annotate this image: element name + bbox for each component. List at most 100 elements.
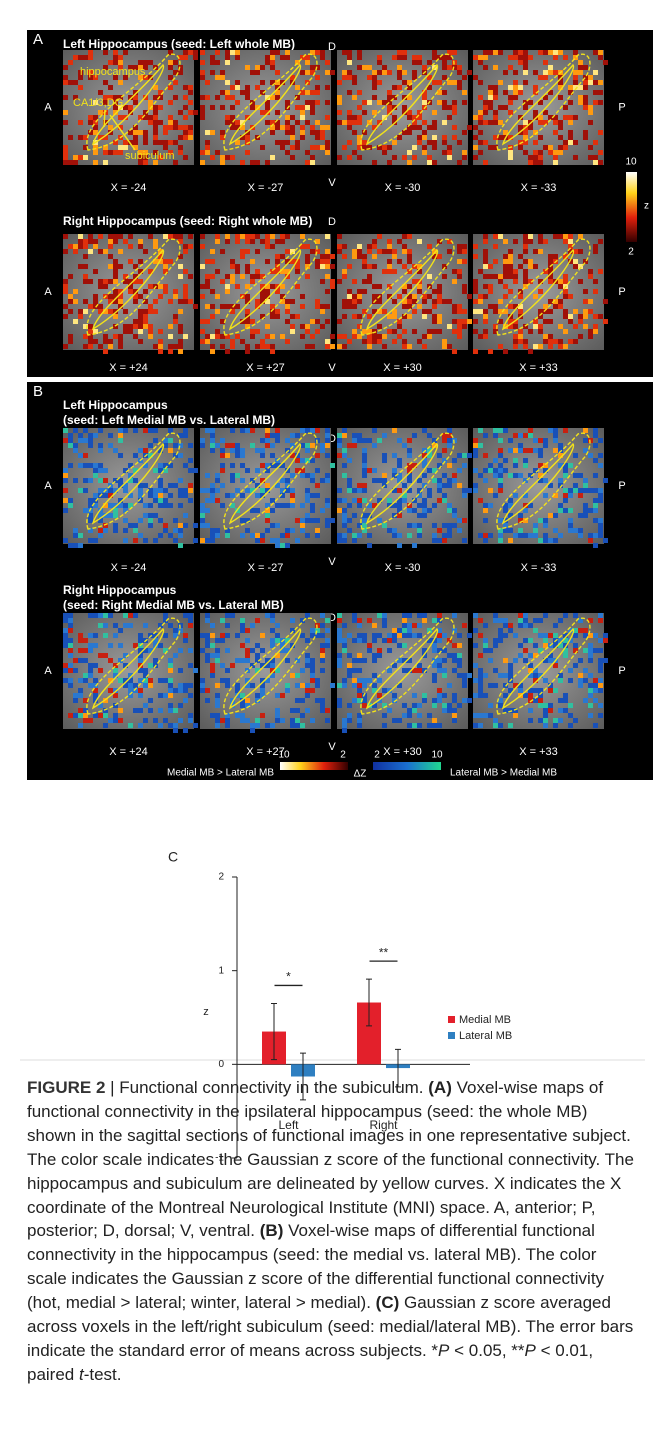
voxel	[397, 259, 402, 264]
voxel	[377, 478, 382, 483]
voxel	[235, 80, 240, 85]
voxel	[488, 488, 493, 493]
voxel	[215, 533, 220, 538]
voxel	[387, 668, 392, 673]
voxel	[473, 135, 478, 140]
voxel	[98, 110, 103, 115]
voxel	[478, 130, 483, 135]
voxel	[503, 623, 508, 628]
voxel	[78, 678, 83, 683]
voxel	[568, 130, 573, 135]
voxel	[508, 663, 513, 668]
voxel	[215, 150, 220, 155]
voxel	[118, 433, 123, 438]
voxel	[397, 458, 402, 463]
voxel	[367, 75, 372, 80]
voxel	[563, 279, 568, 284]
voxel	[357, 254, 362, 259]
voxel	[310, 493, 315, 498]
caption: FIGURE 2 | Functional connectivity in th…	[27, 1076, 639, 1387]
voxel	[543, 678, 548, 683]
voxel	[320, 668, 325, 673]
voxel	[508, 65, 513, 70]
voxel	[412, 723, 417, 728]
voxel	[513, 433, 518, 438]
voxel	[518, 334, 523, 339]
voxel	[367, 314, 372, 319]
voxel	[347, 155, 352, 160]
voxel	[153, 718, 158, 723]
voxel	[558, 324, 563, 329]
voxel	[488, 100, 493, 105]
voxel	[300, 324, 305, 329]
voxel	[260, 633, 265, 638]
voxel	[543, 493, 548, 498]
voxel	[397, 75, 402, 80]
voxel	[210, 633, 215, 638]
voxel	[578, 319, 583, 324]
voxel	[357, 668, 362, 673]
voxel	[128, 105, 133, 110]
voxel	[457, 633, 462, 638]
voxel	[250, 274, 255, 279]
voxel	[103, 528, 108, 533]
voxel	[543, 145, 548, 150]
voxel	[245, 284, 250, 289]
voxel	[593, 70, 598, 75]
voxel	[158, 478, 163, 483]
voxel	[188, 648, 193, 653]
voxel	[225, 304, 230, 309]
voxel	[518, 55, 523, 60]
voxel	[168, 85, 173, 90]
voxel	[270, 334, 275, 339]
voxel	[295, 145, 300, 150]
voxel	[325, 628, 330, 633]
voxel	[523, 249, 528, 254]
voxel	[138, 294, 143, 299]
voxel	[275, 718, 280, 723]
voxel	[83, 648, 88, 653]
voxel	[118, 234, 123, 239]
voxel	[260, 538, 265, 543]
voxel	[588, 688, 593, 693]
voxel	[240, 693, 245, 698]
voxel	[483, 468, 488, 473]
voxel	[337, 663, 342, 668]
voxel	[173, 628, 178, 633]
voxel	[270, 443, 275, 448]
voxel	[452, 513, 457, 518]
voxel	[300, 458, 305, 463]
voxel	[315, 678, 320, 683]
voxel	[442, 448, 447, 453]
voxel	[320, 254, 325, 259]
voxel	[538, 538, 543, 543]
voxel	[553, 254, 558, 259]
voxel	[578, 533, 583, 538]
voxel	[300, 713, 305, 718]
voxel	[362, 678, 367, 683]
x-coordinate-label: X = -30	[385, 562, 421, 574]
voxel	[215, 473, 220, 478]
voxel	[300, 234, 305, 239]
voxel	[422, 428, 427, 433]
voxel	[210, 673, 215, 678]
voxel	[402, 344, 407, 349]
voxel	[285, 115, 290, 120]
voxel	[598, 613, 603, 618]
voxel	[325, 438, 330, 443]
voxel	[352, 115, 357, 120]
voxel	[598, 453, 603, 458]
voxel	[143, 309, 148, 314]
voxel	[305, 448, 310, 453]
voxel	[362, 264, 367, 269]
voxel	[518, 688, 523, 693]
voxel	[188, 618, 193, 623]
voxel	[593, 648, 598, 653]
voxel	[553, 160, 558, 165]
voxel	[483, 673, 488, 678]
voxel	[538, 453, 543, 458]
voxel	[553, 304, 558, 309]
voxel	[78, 713, 83, 718]
voxel	[603, 538, 608, 543]
voxel	[220, 304, 225, 309]
